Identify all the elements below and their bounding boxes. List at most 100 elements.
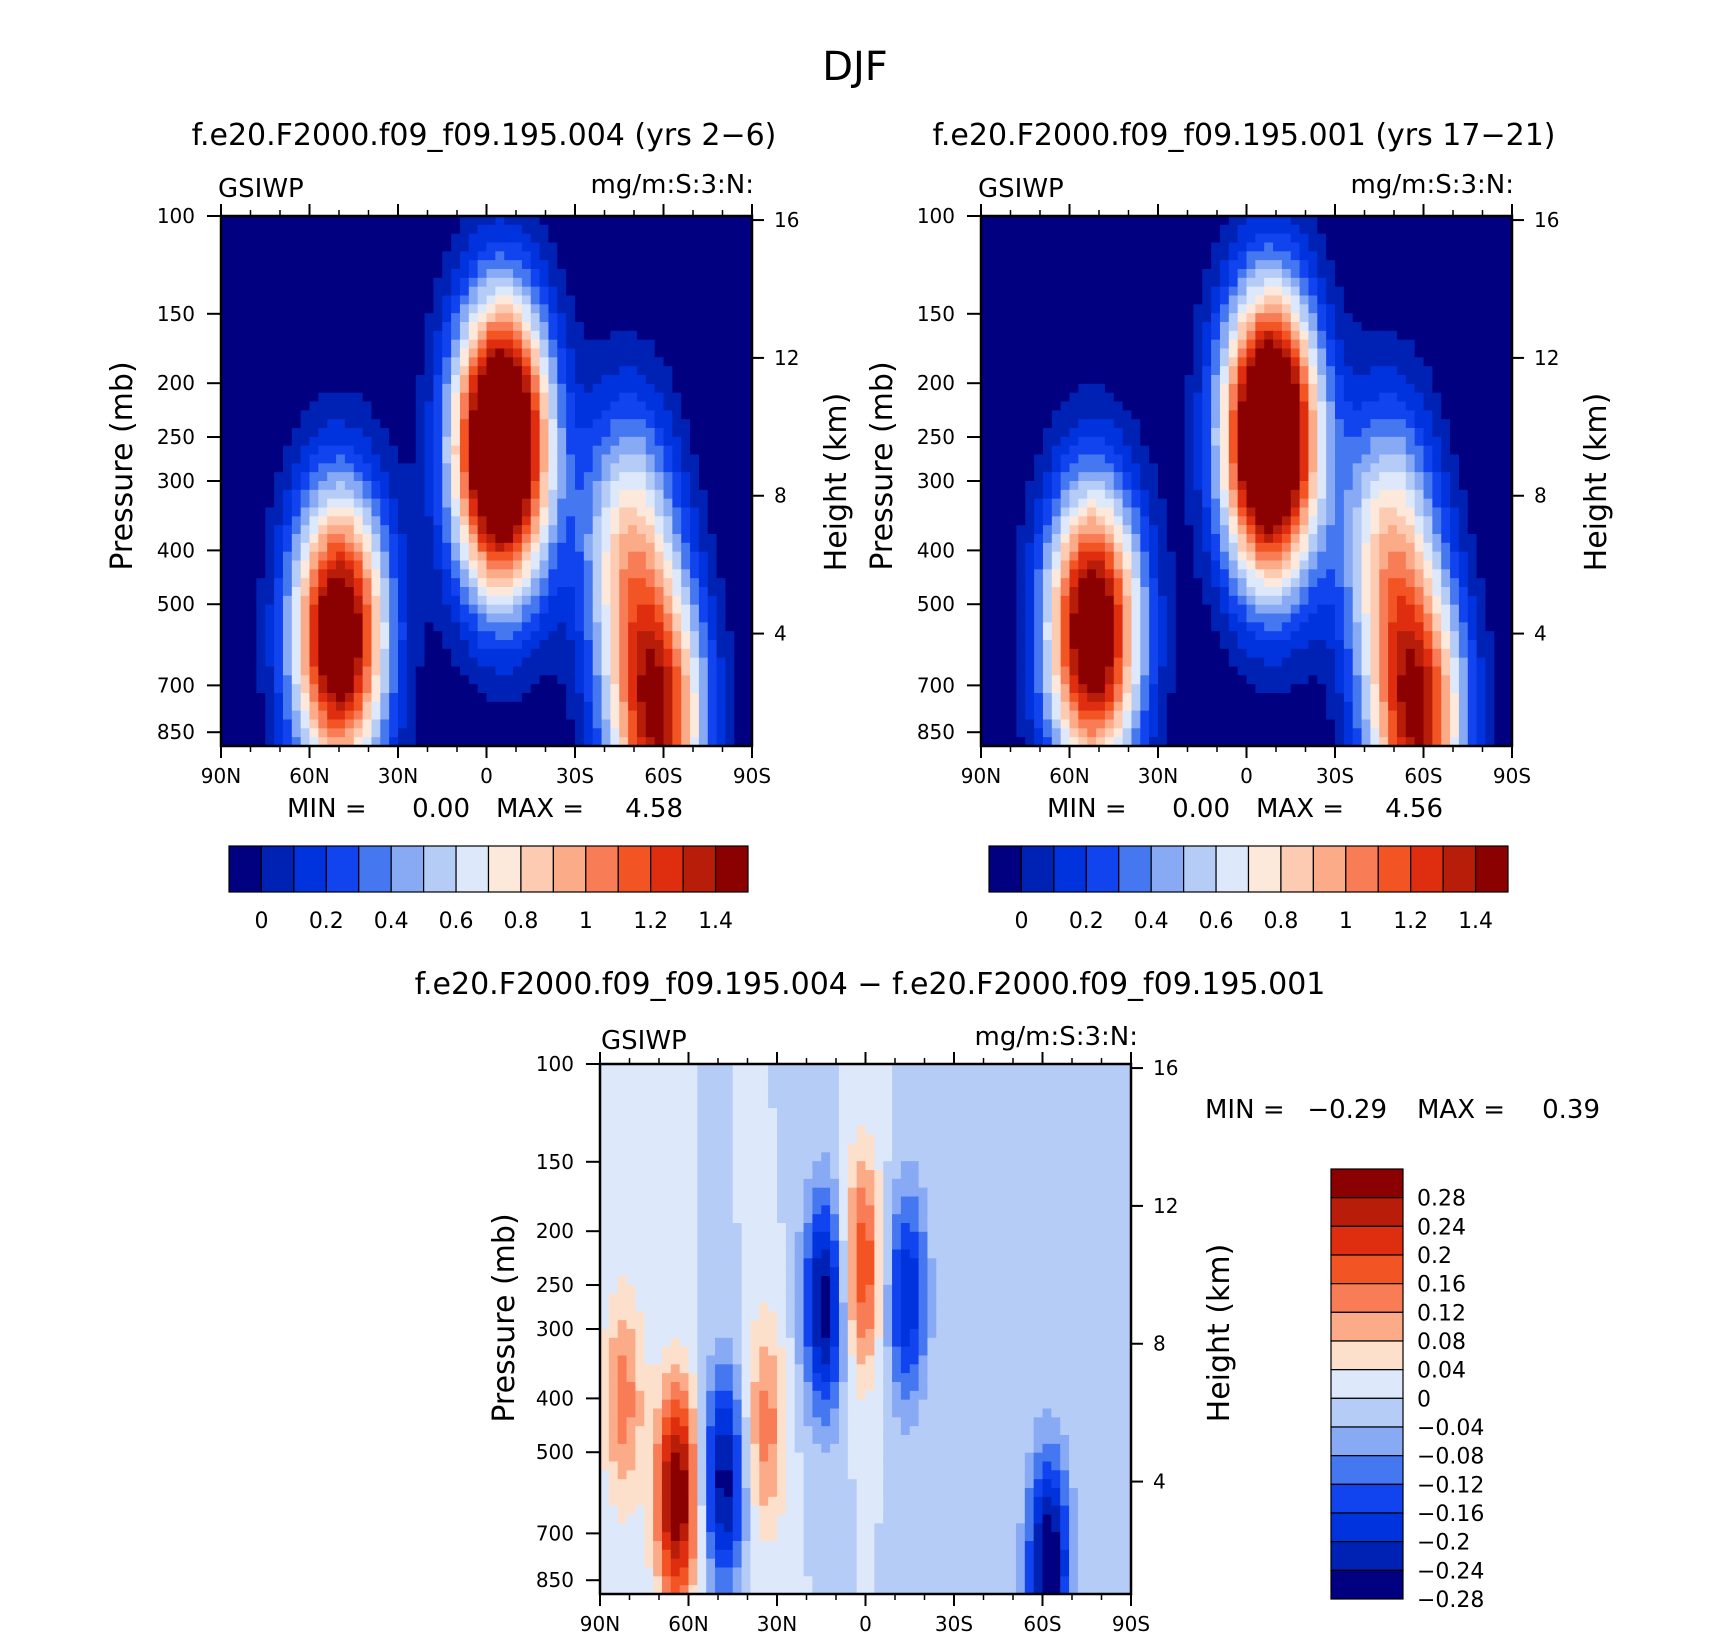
contour-cell bbox=[575, 675, 585, 685]
contour-cell bbox=[583, 525, 594, 535]
contour-cell bbox=[459, 481, 470, 491]
contour-cell bbox=[1202, 304, 1212, 314]
contour-cell bbox=[415, 277, 426, 288]
contour-cell bbox=[725, 631, 735, 641]
contour-cell bbox=[1361, 269, 1371, 279]
contour-cell bbox=[1219, 357, 1230, 367]
contour-cell bbox=[221, 428, 231, 438]
contour-cell bbox=[451, 657, 461, 668]
contour-cell bbox=[1211, 366, 1221, 376]
contour-cell bbox=[468, 392, 479, 403]
contour-cell bbox=[265, 631, 275, 641]
contour-cell bbox=[592, 481, 603, 491]
contour-cell bbox=[1361, 348, 1371, 358]
contour-cell bbox=[1104, 277, 1115, 288]
contour-cell bbox=[282, 286, 293, 297]
contour-cell bbox=[521, 525, 532, 535]
contour-cell bbox=[989, 330, 1000, 341]
contour-cell bbox=[459, 534, 470, 544]
contour-cell bbox=[1096, 392, 1106, 403]
contour-cell bbox=[398, 313, 408, 323]
contour-cell bbox=[636, 640, 647, 650]
contour-cell bbox=[1193, 295, 1203, 305]
colorbar-label: 1.4 bbox=[698, 909, 733, 934]
contour-cell bbox=[601, 392, 611, 403]
contour-cell bbox=[1281, 269, 1292, 279]
contour-cell bbox=[610, 463, 620, 473]
contour-cell bbox=[1308, 366, 1318, 376]
contour-cell bbox=[989, 375, 1000, 385]
contour-cell bbox=[221, 260, 231, 270]
contour-cell bbox=[1149, 339, 1159, 350]
contour-cell bbox=[610, 339, 620, 350]
contour-cell bbox=[433, 330, 443, 341]
contour-cell bbox=[1202, 322, 1212, 332]
contour-cell bbox=[1051, 366, 1062, 376]
contour-cell bbox=[389, 436, 399, 447]
contour-cell bbox=[442, 428, 452, 438]
contour-cell bbox=[513, 684, 523, 694]
contour-cell bbox=[645, 216, 656, 226]
contour-cell bbox=[1450, 330, 1460, 341]
contour-cell bbox=[601, 675, 611, 685]
contour-cell bbox=[1476, 357, 1487, 367]
contour-cell bbox=[1140, 295, 1150, 305]
contour-cell bbox=[1405, 286, 1416, 297]
contour-cell bbox=[1087, 269, 1097, 279]
contour-cell bbox=[734, 551, 744, 562]
contour-cell bbox=[327, 516, 337, 526]
contour-cell bbox=[495, 578, 505, 588]
contour-cell bbox=[628, 613, 638, 623]
contour-cell bbox=[327, 392, 337, 403]
contour-cell bbox=[716, 710, 727, 721]
contour-cell bbox=[1025, 392, 1035, 403]
contour-cell bbox=[300, 640, 311, 650]
contour-cell bbox=[557, 489, 567, 500]
contour-cell bbox=[424, 534, 434, 544]
contour-cell bbox=[654, 569, 665, 579]
contour-cell bbox=[309, 551, 319, 562]
contour-cell bbox=[698, 436, 709, 447]
contour-cell bbox=[707, 436, 718, 447]
contour-cell bbox=[734, 410, 744, 420]
contour-cell bbox=[725, 569, 735, 579]
contour-cell bbox=[451, 383, 461, 394]
contour-cell bbox=[1158, 295, 1168, 305]
contour-cell bbox=[353, 648, 364, 659]
contour-cell bbox=[451, 348, 461, 358]
contour-cell bbox=[415, 295, 426, 305]
contour-cell bbox=[336, 569, 346, 579]
contour-cell bbox=[424, 657, 434, 668]
contour-cell bbox=[636, 366, 647, 376]
contour-cell bbox=[468, 675, 479, 685]
contour-cell bbox=[336, 542, 346, 553]
contour-cell bbox=[548, 710, 558, 721]
contour-cell bbox=[663, 675, 673, 685]
contour-cell bbox=[353, 322, 364, 332]
contour-cell bbox=[1042, 260, 1053, 270]
contour-cell bbox=[539, 551, 550, 562]
contour-cell bbox=[300, 657, 311, 668]
contour-cell bbox=[1237, 286, 1248, 297]
contour-cell bbox=[309, 224, 319, 235]
contour-cell bbox=[353, 463, 364, 473]
contour-cell bbox=[654, 233, 665, 244]
contour-cell bbox=[672, 472, 682, 482]
contour-cell bbox=[1193, 322, 1203, 332]
contour-cell bbox=[442, 489, 452, 500]
contour-cell bbox=[229, 551, 240, 562]
contour-cell bbox=[389, 348, 399, 358]
contour-cell bbox=[592, 436, 603, 447]
contour-cell bbox=[371, 383, 381, 394]
contour-cell bbox=[1467, 216, 1478, 226]
contour-cell bbox=[495, 693, 505, 703]
contour-cell bbox=[583, 657, 594, 668]
contour-cell bbox=[716, 313, 727, 323]
contour-cell bbox=[442, 339, 452, 350]
contour-cell bbox=[539, 710, 550, 721]
contour-cell bbox=[459, 622, 470, 632]
contour-cell bbox=[221, 587, 231, 597]
contour-cell bbox=[663, 640, 673, 650]
contour-cell bbox=[610, 675, 620, 685]
contour-cell bbox=[300, 251, 311, 261]
